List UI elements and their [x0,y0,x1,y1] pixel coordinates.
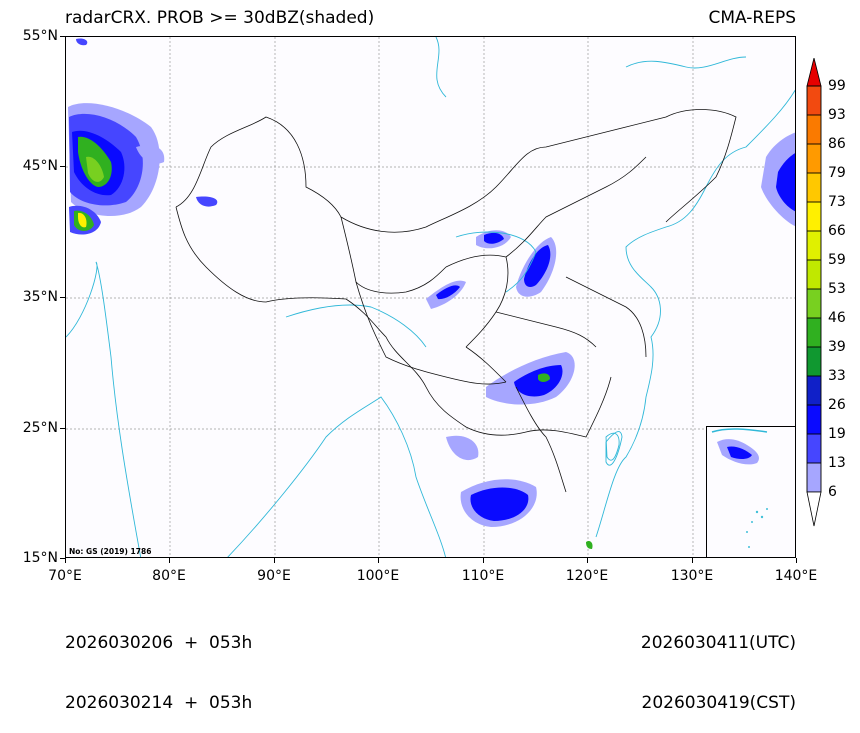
colorbar-label-13: 13 [828,455,846,471]
init-time-utc: 2026030206 + 053h [65,633,253,653]
map-approval-note: No: GS (2019) 1786 [69,547,152,556]
x-tick-mark [378,558,380,563]
y-tick-35n: 35°N [22,289,58,305]
colorbar-label-33: 33 [828,368,846,384]
colorbar-label-73: 73 [828,194,846,210]
colorbar-label-46: 46 [828,310,846,326]
colorbar-label-99: 99 [828,78,846,94]
x-tick-90e: 90°E [257,568,291,584]
y-tick-25n: 25°N [22,420,58,436]
x-tick-110e: 110°E [461,568,505,584]
valid-time-cst: 2026030419(CST) [641,693,796,713]
colorbar-label-39: 39 [828,339,846,355]
x-tick-mark [169,558,171,563]
colorbar-label-6: 6 [828,484,837,500]
colorbar-label-19: 19 [828,426,846,442]
colorbar-label-79: 79 [828,165,846,181]
inset-canvas [711,428,768,548]
province-boundaries [175,109,737,493]
y-tick-mark [60,297,65,299]
model-source-label: CMA-REPS [708,8,796,28]
x-tick-100e: 100°E [356,568,400,584]
valid-time-utc: 2026030411(UTC) [640,633,796,653]
x-tick-80e: 80°E [152,568,186,584]
x-tick-70e: 70°E [48,568,82,584]
x-tick-mark [796,558,798,563]
x-tick-mark [692,558,694,563]
x-tick-mark [587,558,589,563]
colorbar-label-66: 66 [828,223,846,239]
colorbar-extend-bottom [806,491,822,527]
colorbar-extend-top [806,58,822,87]
x-tick-mark [274,558,276,563]
taiwan-outline [605,432,620,461]
y-tick-mark [60,36,65,38]
x-tick-mark [65,558,67,563]
colorbar-label-86: 86 [828,136,846,152]
y-tick-45n: 45°N [22,158,58,174]
y-tick-mark [60,166,65,168]
chart-title: radarCRX. PROB >= 30dBZ(shaded) [65,8,375,28]
south-china-sea-inset [706,426,795,557]
map-canvas [66,37,795,557]
map-plot-area[interactable]: No: GS (2019) 1786 [65,36,796,558]
colorbar [806,58,822,527]
colorbar-label-53: 53 [828,281,846,297]
colorbar-label-26: 26 [828,397,846,413]
colorbar-label-93: 93 [828,107,846,123]
colorbar-label-59: 59 [828,252,846,268]
y-tick-mark [60,428,65,430]
valid-time-block: 2026030411(UTC) 2026030419(CST) [641,593,796,733]
x-tick-120e: 120°E [565,568,609,584]
y-tick-mark [60,558,65,560]
probability-shading [68,38,795,549]
coastline [66,37,795,557]
y-tick-55n: 55°N [22,28,58,44]
init-time-block: 2026030206 + 053h 2026030214 + 053h [65,593,252,733]
init-time-cst: 2026030214 + 053h [65,693,253,713]
y-tick-15n: 15°N [22,550,58,566]
x-tick-140e: 140°E [774,568,818,584]
x-tick-130e: 130°E [670,568,714,584]
x-tick-mark [483,558,485,563]
